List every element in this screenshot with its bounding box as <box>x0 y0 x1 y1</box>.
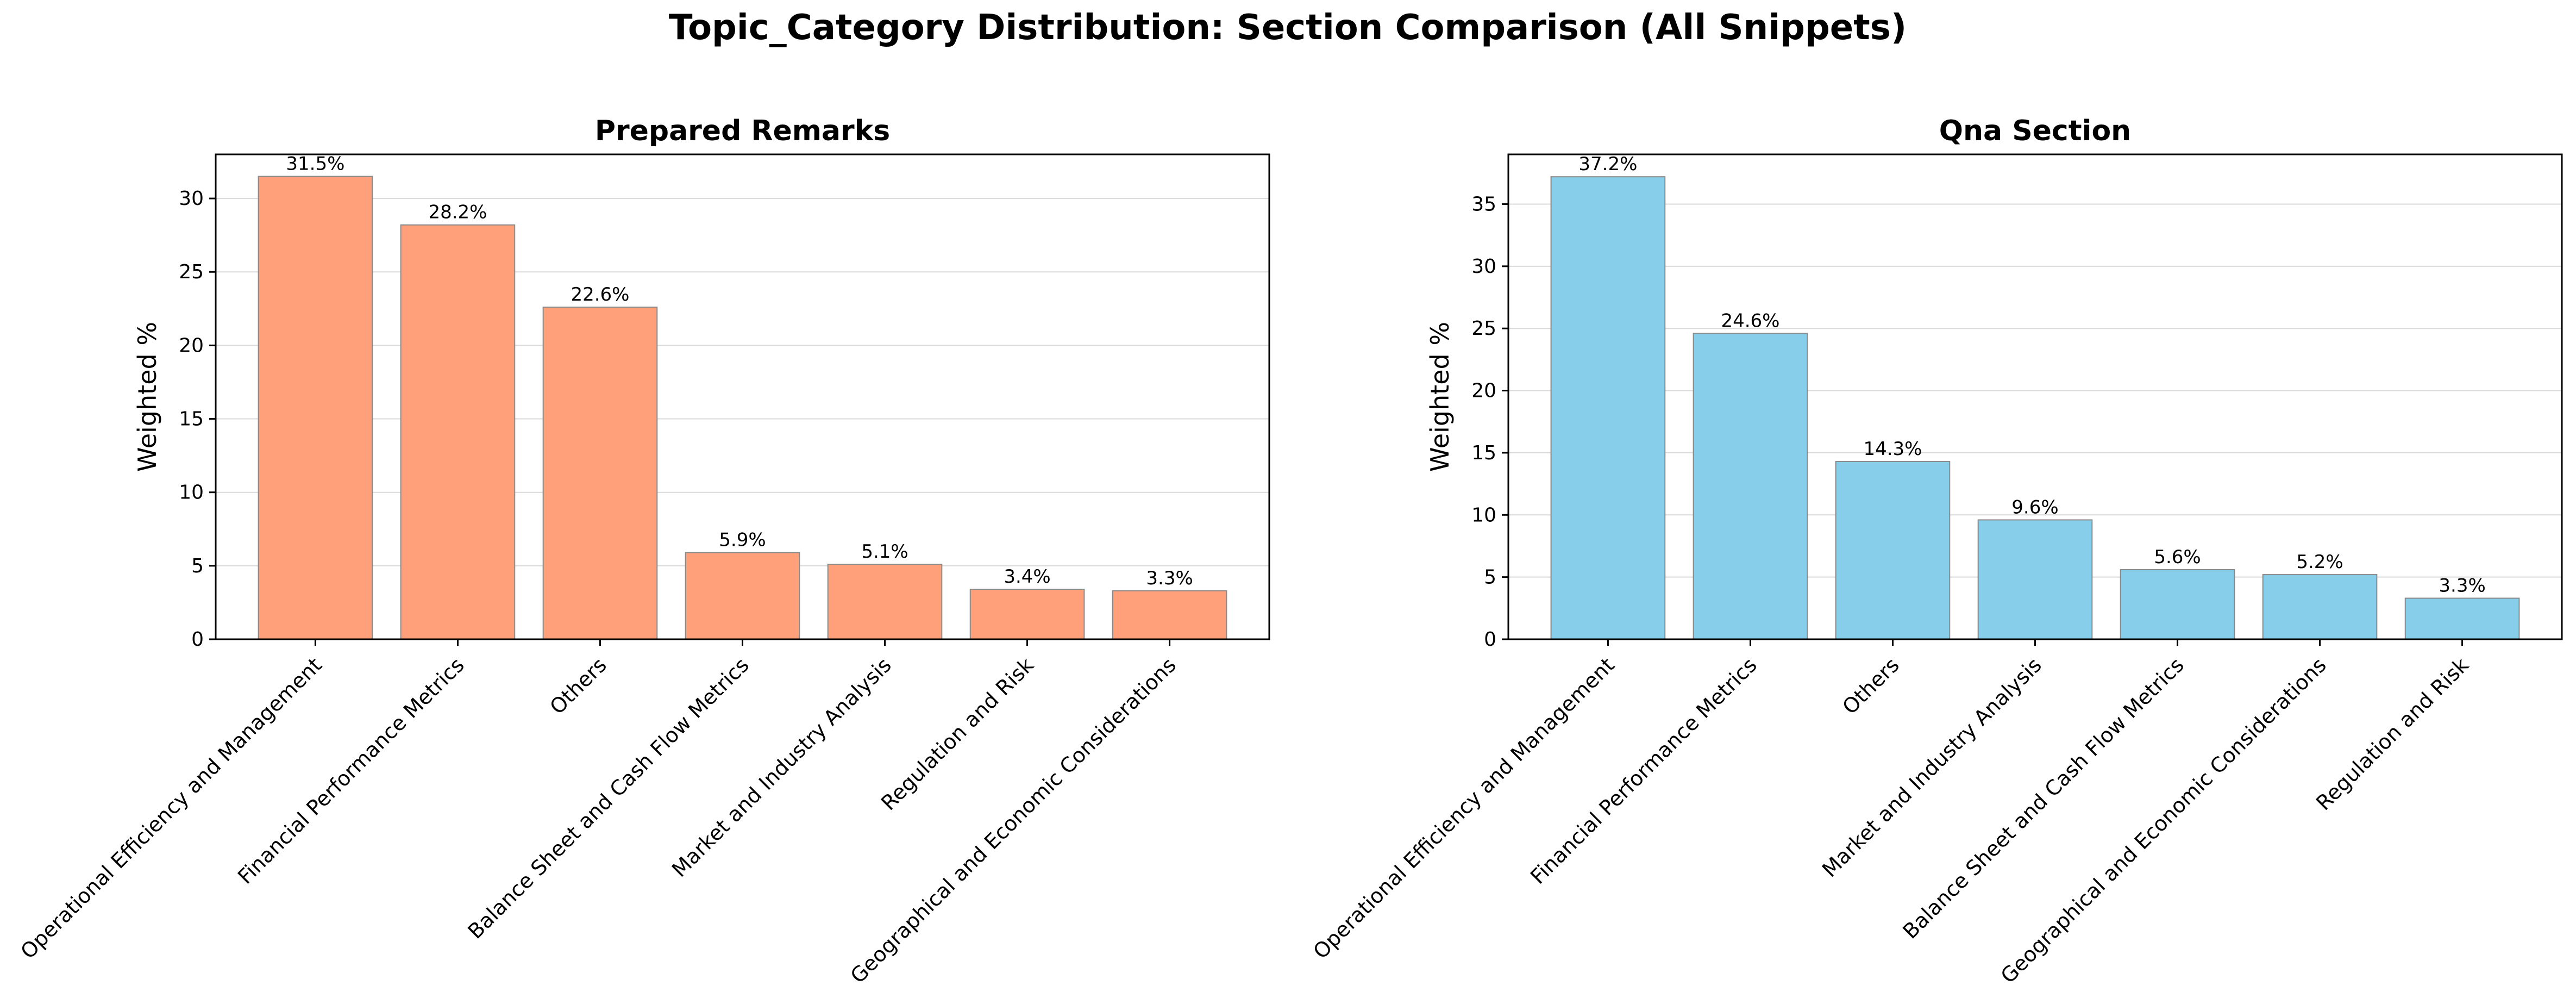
value-label: 5.6% <box>2154 546 2201 568</box>
value-label: 5.2% <box>2296 551 2343 573</box>
category-label: Financial Performance Metrics <box>1526 653 1762 889</box>
y-tick-label: 25 <box>179 261 204 283</box>
bar-financial-performance-metrics <box>1693 333 1808 640</box>
bar-operational-efficiency-and-management <box>1550 176 1666 640</box>
y-tick-label: 30 <box>179 188 204 210</box>
y-tick-label: 20 <box>179 334 204 357</box>
category-label: Market and Industry Analysis <box>1817 653 2046 882</box>
bar-geographical-and-economic-considerations <box>2262 574 2378 640</box>
panel-title: Prepared Remarks <box>595 115 890 147</box>
value-label: 5.9% <box>719 529 766 551</box>
panel-qna-section: Qna Section 0 5 10 15 20 25 30 35 37.2% Operationa… <box>1308 115 2563 988</box>
bar-financial-performance-metrics <box>400 224 516 640</box>
y-tick-label: 10 <box>1471 504 1496 526</box>
category-label: Regulation and Risk <box>2311 653 2473 815</box>
value-label: 22.6% <box>571 284 629 305</box>
value-label: 3.3% <box>1146 568 1193 589</box>
figure-title: Topic_Category Distribution: Section Com… <box>669 8 1907 48</box>
y-axis-label: Weighted % <box>133 322 162 472</box>
value-label: 9.6% <box>2011 496 2058 518</box>
category-label: Balance Sheet and Cash Flow Metrics <box>463 653 754 943</box>
bar-others <box>542 307 658 640</box>
axes-frame <box>215 153 1270 640</box>
value-label: 5.1% <box>861 541 908 563</box>
category-label: Operational Efficiency and Management <box>16 653 326 963</box>
y-tick-label: 35 <box>1471 193 1496 215</box>
value-label: 14.3% <box>1863 438 1922 460</box>
category-label: Geographical and Economic Considerations <box>1996 653 2331 988</box>
bar-regulation-and-risk <box>969 589 1085 640</box>
bar-operational-efficiency-and-management <box>258 176 373 640</box>
category-label: Geographical and Economic Considerations <box>846 653 1181 988</box>
value-label: 37.2% <box>1578 153 1637 175</box>
bar-balance-sheet-and-cash-flow-metrics <box>2120 569 2235 640</box>
y-tick-label: 0 <box>1484 628 1496 651</box>
panel-prepared-remarks: Prepared Remarks 0 5 10 15 20 25 30 31.5% Operati… <box>16 115 1270 988</box>
category-label: Others <box>545 653 611 719</box>
axes-frame <box>1507 153 2563 640</box>
y-tick-label: 5 <box>1484 566 1496 589</box>
panel-title: Qna Section <box>1939 115 2131 147</box>
category-label: Operational Efficiency and Management <box>1308 653 1619 963</box>
y-tick-label: 10 <box>179 482 204 504</box>
y-tick-label: 15 <box>179 408 204 431</box>
category-label: Balance Sheet and Cash Flow Metrics <box>1898 653 2189 943</box>
y-tick-label: 15 <box>1471 442 1496 464</box>
value-label: 24.6% <box>1721 310 1779 332</box>
value-label: 28.2% <box>428 202 487 223</box>
bar-geographical-and-economic-considerations <box>1112 590 1227 640</box>
category-label: Market and Industry Analysis <box>667 653 896 882</box>
bar-regulation-and-risk <box>2404 597 2520 640</box>
bar-others <box>1835 460 1951 640</box>
y-tick-label: 20 <box>1471 380 1496 402</box>
y-tick-label: 30 <box>1471 255 1496 278</box>
value-label: 3.4% <box>1004 566 1050 588</box>
y-tick-label: 5 <box>191 555 204 577</box>
y-tick-label: 0 <box>191 628 204 651</box>
bar-market-and-industry-analysis <box>827 564 943 640</box>
bar-market-and-industry-analysis <box>1977 519 2093 640</box>
bar-balance-sheet-and-cash-flow-metrics <box>685 552 800 640</box>
y-axis-label: Weighted % <box>1425 322 1455 472</box>
category-label: Others <box>1838 653 1903 719</box>
category-label: Regulation and Risk <box>876 653 1038 815</box>
y-tick-label: 25 <box>1471 317 1496 340</box>
value-label: 31.5% <box>286 153 344 175</box>
category-label: Financial Performance Metrics <box>233 653 469 889</box>
value-label: 3.3% <box>2439 575 2485 597</box>
